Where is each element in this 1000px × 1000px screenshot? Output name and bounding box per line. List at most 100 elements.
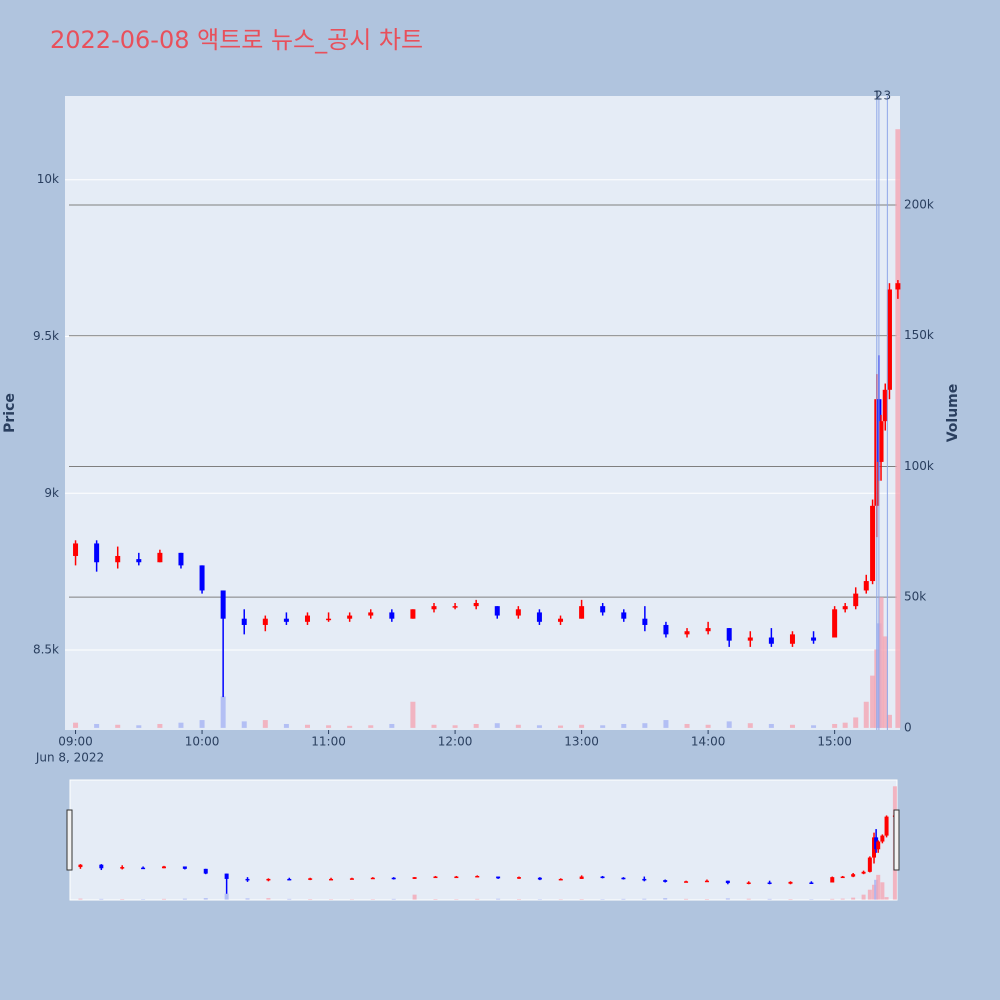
- volume-bar: [494, 723, 500, 728]
- volume-bar: [747, 723, 753, 728]
- mini-candle-body: [579, 876, 584, 879]
- mini-volume-bar: [663, 898, 668, 900]
- mini-candle-body: [412, 877, 417, 879]
- mini-volume-bar: [642, 898, 647, 900]
- mini-volume-bar: [746, 898, 751, 900]
- mini-candle-body: [558, 878, 563, 881]
- mini-candle-body: [840, 876, 845, 879]
- plot-area: [65, 96, 900, 730]
- mini-volume-bar: [767, 898, 772, 900]
- candle-body: [747, 637, 753, 641]
- mini-candle-body: [517, 877, 522, 879]
- mini-candle-body: [245, 878, 250, 881]
- candle-body: [73, 543, 79, 556]
- volume-bar: [94, 723, 100, 728]
- candle-body: [558, 618, 564, 622]
- candle-body: [853, 593, 859, 607]
- mini-volume-bar: [704, 899, 709, 900]
- volume-bar: [368, 725, 374, 728]
- candle-body: [241, 618, 247, 625]
- candle-body: [870, 505, 876, 582]
- y2-axis-title: Volume: [945, 384, 961, 443]
- volume-bar: [684, 723, 690, 728]
- x-tick-label: 09:00: [58, 735, 93, 749]
- mini-candle-body: [475, 875, 480, 878]
- volume-bar: [241, 721, 247, 728]
- candle-body: [326, 618, 332, 621]
- mini-volume-bar: [245, 898, 250, 900]
- candle-body: [473, 603, 479, 607]
- volume-bar: [642, 723, 648, 728]
- volume-bar: [410, 701, 416, 728]
- volume-bar: [431, 724, 437, 728]
- volume-bar: [283, 723, 289, 728]
- candle-body: [663, 624, 669, 635]
- volume-bar: [304, 724, 310, 728]
- volume-bar: [726, 721, 732, 728]
- volume-bar: [536, 725, 542, 728]
- candle-body: [600, 606, 606, 613]
- mini-candle-body: [203, 868, 208, 874]
- mini-volume-bar: [475, 898, 480, 900]
- x-tick-label: 14:00: [691, 735, 726, 749]
- candle-body: [410, 609, 416, 619]
- mini-candle-body: [370, 877, 375, 880]
- candle-body: [115, 555, 121, 563]
- mini-candle-body: [496, 876, 501, 879]
- volume-bar: [863, 701, 869, 728]
- x-tick-label: 11:00: [311, 735, 346, 749]
- range-slider[interactable]: [69, 779, 898, 901]
- candle-body: [199, 565, 205, 591]
- volume-bar: [579, 724, 585, 728]
- mini-candle-body: [287, 878, 292, 881]
- candle-body: [389, 612, 395, 619]
- candle-body: [178, 552, 184, 566]
- volume-bar: [178, 722, 184, 728]
- candle-body: [882, 389, 888, 422]
- volume-bar: [768, 723, 774, 728]
- candle-body: [886, 289, 892, 390]
- mini-volume-bar: [830, 898, 835, 900]
- mini-candle-body: [867, 857, 872, 872]
- candle-body: [262, 618, 268, 625]
- volume-bar: [452, 725, 458, 728]
- y-tick-label: 10k: [37, 172, 59, 186]
- mini-candle-body: [99, 864, 104, 869]
- volume-bar: [832, 723, 838, 728]
- volume-bar: [115, 724, 121, 728]
- volume-bar: [811, 725, 817, 728]
- candle-body: [368, 612, 374, 616]
- volume-bar: [473, 723, 479, 728]
- range-handle: [66, 809, 73, 871]
- mini-candle-body: [308, 878, 313, 880]
- mini-candle-body: [746, 882, 751, 884]
- mini-candle-body: [349, 878, 354, 880]
- candle-body: [621, 612, 627, 619]
- mini-volume-bar: [161, 898, 166, 900]
- mini-volume-bar: [308, 899, 313, 900]
- candle-body: [642, 618, 648, 625]
- annotation-label: 1: [873, 89, 881, 103]
- candle-body: [863, 581, 869, 591]
- candle-body: [452, 606, 458, 608]
- mini-volume-bar: [684, 898, 689, 900]
- x-tick-label: 12:00: [438, 735, 473, 749]
- volume-bar: [326, 725, 332, 728]
- annotation-label: 3: [884, 89, 892, 103]
- volume-bar: [853, 717, 859, 728]
- mini-candle-body: [454, 876, 459, 879]
- candle-body: [347, 615, 353, 619]
- mini-candle-body: [851, 874, 856, 877]
- mini-volume-bar: [182, 898, 187, 900]
- mini-candle-body: [621, 877, 626, 880]
- volume-bar: [663, 720, 669, 728]
- mini-candle-body: [329, 878, 334, 881]
- mini-volume-bar: [203, 898, 208, 900]
- mini-volume-bar: [78, 898, 83, 900]
- y2-tick-label: 50k: [904, 590, 926, 604]
- candle-body: [789, 634, 795, 644]
- mini-candle-body: [872, 837, 877, 858]
- volume-bar: [220, 696, 226, 728]
- mini-candle-body: [704, 880, 709, 883]
